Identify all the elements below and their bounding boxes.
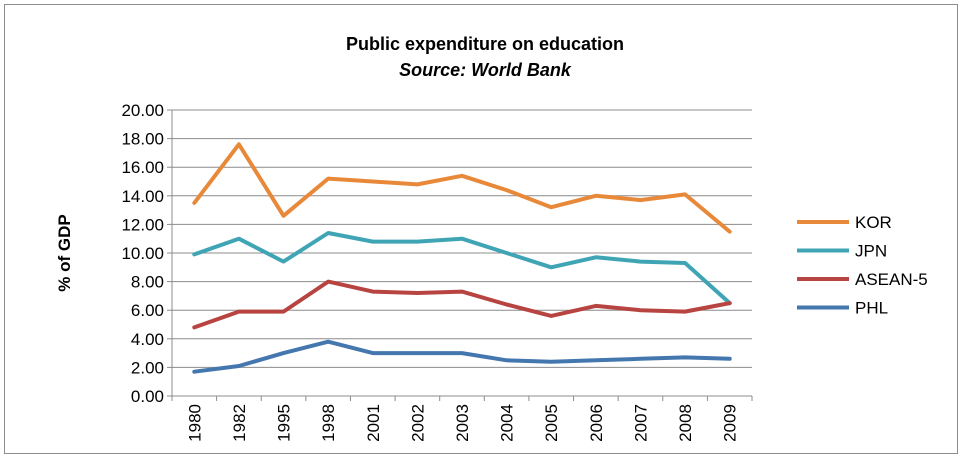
series-line-phl bbox=[192, 339, 732, 374]
x-tick-label: 1980 bbox=[185, 404, 204, 442]
y-tick-label: 20.00 bbox=[121, 101, 164, 120]
x-tick-label: 2001 bbox=[364, 404, 383, 442]
y-tick-label: 16.00 bbox=[121, 158, 164, 177]
x-tick-label: 1995 bbox=[275, 404, 294, 442]
legend: KOR JPN ASEAN-5 PHL bbox=[797, 213, 928, 318]
y-tick-label: 8.00 bbox=[131, 273, 164, 292]
chart-title: Public expenditure on education bbox=[346, 34, 624, 54]
y-axis-label: % of GDP bbox=[55, 214, 74, 291]
x-tick-label: 2004 bbox=[498, 404, 517, 442]
y-tick-label: 14.00 bbox=[121, 187, 164, 206]
chart-frame bbox=[4, 4, 958, 454]
series-line-jpn bbox=[192, 231, 732, 306]
y-tick-label: 4.00 bbox=[131, 330, 164, 349]
legend-label: ASEAN-5 bbox=[855, 270, 928, 289]
x-tick-label: 2007 bbox=[631, 404, 650, 442]
x-tick-label: 2006 bbox=[587, 404, 606, 442]
y-tick-label: 18.00 bbox=[121, 130, 164, 149]
legend-label: JPN bbox=[855, 242, 887, 261]
y-tick-label: 0.00 bbox=[131, 387, 164, 406]
x-tick-label: 2002 bbox=[408, 404, 427, 442]
x-tick-label: 2005 bbox=[542, 404, 561, 442]
y-tick-label: 6.00 bbox=[131, 301, 164, 320]
chart-subtitle: Source: World Bank bbox=[399, 60, 572, 80]
x-tick-label: 1998 bbox=[319, 404, 338, 442]
x-axis-ticks: 1980 1982 1995 1998 2001 2002 2003 2004 2005 2006… bbox=[185, 404, 739, 442]
x-tick-label: 1982 bbox=[230, 404, 249, 442]
legend-label: PHL bbox=[855, 299, 888, 318]
y-axis-ticks: 0.00 2.00 4.00 6.00 8.00 10.00 12.00 14.00 16.00… bbox=[121, 101, 164, 406]
y-tick-label: 10.00 bbox=[121, 244, 164, 263]
legend-label: KOR bbox=[855, 213, 892, 232]
x-tick-label: 2008 bbox=[676, 404, 695, 442]
series-lines bbox=[192, 142, 732, 374]
series-line-kor bbox=[192, 142, 732, 234]
x-tick-label: 2009 bbox=[721, 404, 740, 442]
y-tick-label: 12.00 bbox=[121, 215, 164, 234]
y-tick-label: 2.00 bbox=[131, 358, 164, 377]
x-tick-label: 2003 bbox=[453, 404, 472, 442]
series-line-asean-5 bbox=[192, 279, 732, 330]
